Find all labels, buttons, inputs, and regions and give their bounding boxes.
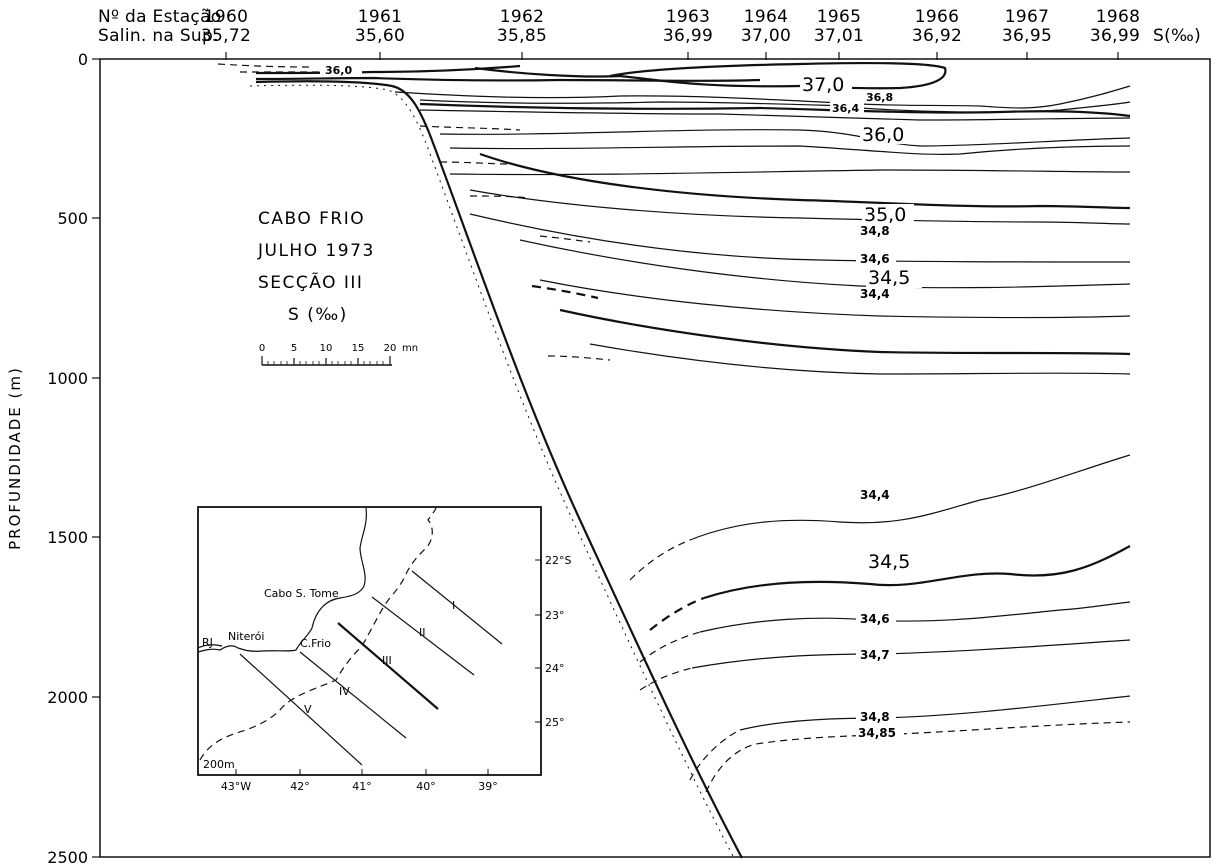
isoline-label: 34,6 xyxy=(860,252,890,266)
station-id: 1960 xyxy=(204,7,248,27)
isoline-label: 34,4 xyxy=(860,287,890,301)
section-label: I xyxy=(452,599,455,612)
scale-label: 20 xyxy=(384,343,397,354)
station-salinity: 36,95 xyxy=(1002,26,1052,46)
section-label: III xyxy=(382,654,392,667)
latitude-label: 24° xyxy=(545,662,565,675)
isoline-label: 34,8 xyxy=(860,224,890,238)
isoline-labels: 36,0 37,0 36,8 36,4 36,0 35,0 34,8 34,6 … xyxy=(320,62,922,740)
depth-tick-label: 1000 xyxy=(47,369,88,388)
isoline-label: 34,6 xyxy=(860,612,890,626)
seafloor-profile xyxy=(249,80,743,859)
scale-label: 10 xyxy=(320,343,333,354)
station-id: 1963 xyxy=(666,7,710,27)
station-headers: 1960 35,72 1961 35,60 1962 35,85 1963 36… xyxy=(201,7,1201,46)
depth-tick-label: 0 xyxy=(78,50,88,69)
longitude-label: 40° xyxy=(416,780,436,793)
isoline-label: 36,0 xyxy=(862,124,904,146)
station-salinity: 35,72 xyxy=(201,26,251,46)
station-id: 1961 xyxy=(358,7,402,27)
station-salinity: 35,85 xyxy=(497,26,547,46)
isoline-label: 36,0 xyxy=(325,64,352,77)
station-salinity: 36,99 xyxy=(1090,26,1140,46)
scale-label: 0 xyxy=(259,343,265,354)
inset-map-frame xyxy=(197,506,542,776)
depth-tick-label: 1500 xyxy=(47,528,88,547)
place-label: RJ xyxy=(202,636,213,649)
longitude-label: 43°W xyxy=(221,780,251,793)
depth-tick-label: 500 xyxy=(57,209,88,228)
scale-label: 5 xyxy=(291,343,297,354)
title-line: S (‰) xyxy=(288,305,348,325)
depth-ticks xyxy=(92,58,100,858)
station-salinity: 37,01 xyxy=(814,26,864,46)
isoline-label: 34,5 xyxy=(868,551,910,573)
place-label: Niterói xyxy=(228,630,264,643)
station-id: 1967 xyxy=(1005,7,1049,27)
section-line xyxy=(371,596,475,676)
longitude-label: 41° xyxy=(352,780,372,793)
title-line: SECÇÃO III xyxy=(258,271,363,293)
station-ticks xyxy=(225,52,1119,60)
depth-tick-label: 2000 xyxy=(47,688,88,707)
place-label: Cabo S. Tome xyxy=(264,587,339,600)
scale-bar: 0 5 10 15 20 mn xyxy=(259,343,418,366)
isoline-label: 36,4 xyxy=(832,102,859,115)
station-id: 1965 xyxy=(817,7,861,27)
isoline-label: 34,7 xyxy=(860,648,890,662)
isoline-label: 37,0 xyxy=(802,74,844,96)
title-line: JULHO 1973 xyxy=(257,241,375,261)
title-block: CABO FRIO JULHO 1973 SECÇÃO III S (‰) xyxy=(257,209,375,325)
unit-label: S(‰) xyxy=(1153,26,1201,46)
station-salinity: 36,99 xyxy=(663,26,713,46)
scale-unit: mn xyxy=(402,343,418,354)
isoline-label: 35,0 xyxy=(864,204,906,226)
upper-isolines xyxy=(217,61,1131,263)
isoline-label: 34,5 xyxy=(868,267,910,289)
section-line xyxy=(239,653,363,766)
isoline-label: 34,85 xyxy=(858,726,896,740)
section-line xyxy=(411,570,503,645)
latitude-label: 22°S xyxy=(545,554,571,567)
isoline-label: 36,8 xyxy=(866,91,893,104)
station-id: 1964 xyxy=(744,7,788,27)
inset-map: 22°S 23° 24° 25° 43°W 42° 41° 40° 39° Ca… xyxy=(197,506,571,793)
longitude-label: 42° xyxy=(290,780,310,793)
depth-tick-labels: 0 500 1000 1500 2000 2500 xyxy=(47,50,88,867)
depth-axis-label: PROFUNDIDADE (m) xyxy=(6,366,24,550)
longitude-label: 39° xyxy=(478,780,498,793)
plot-frame xyxy=(99,58,1211,858)
section-label: II xyxy=(419,626,426,639)
mid-isolines xyxy=(519,239,1131,375)
section-line-highlighted xyxy=(337,622,439,710)
station-id: 1968 xyxy=(1096,7,1140,27)
scale-label: 15 xyxy=(352,343,365,354)
latitude-label: 23° xyxy=(545,609,565,622)
place-label: C.Frio xyxy=(300,637,331,650)
depth-tick-label: 2500 xyxy=(47,848,88,867)
station-id: 1966 xyxy=(915,7,959,27)
station-salinity: 36,92 xyxy=(912,26,962,46)
section-label: V xyxy=(304,703,312,716)
station-number-label: Nº da Estação xyxy=(98,7,222,27)
section-label: IV xyxy=(339,685,350,698)
title-line: CABO FRIO xyxy=(258,209,365,229)
latitude-label: 25° xyxy=(545,716,565,729)
isoline-label: 34,4 xyxy=(860,488,890,502)
station-id: 1962 xyxy=(500,7,544,27)
isoline-label: 34,8 xyxy=(860,710,890,724)
station-salinity: 37,00 xyxy=(741,26,791,46)
isobath-label: 200m xyxy=(203,758,235,771)
station-salinity: 35,60 xyxy=(355,26,405,46)
section-line xyxy=(299,651,407,739)
surface-salinity-label: Salin. na Sup. xyxy=(98,26,219,46)
